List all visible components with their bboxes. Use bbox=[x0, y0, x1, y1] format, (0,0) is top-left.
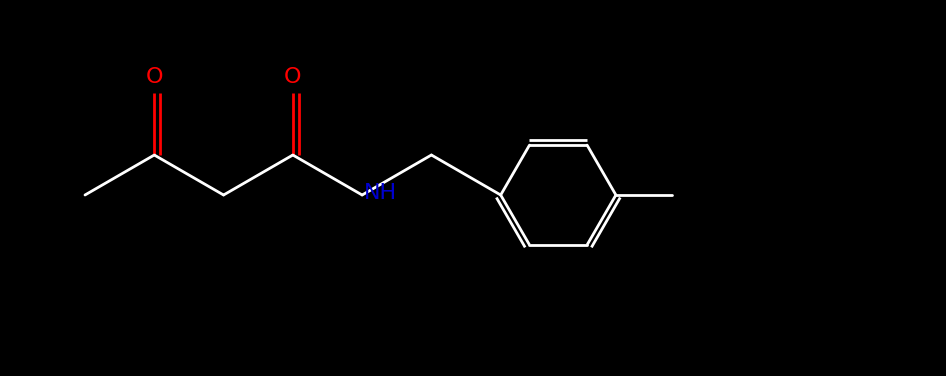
Text: NH: NH bbox=[364, 183, 397, 203]
Text: O: O bbox=[284, 67, 302, 86]
Text: O: O bbox=[146, 67, 163, 86]
